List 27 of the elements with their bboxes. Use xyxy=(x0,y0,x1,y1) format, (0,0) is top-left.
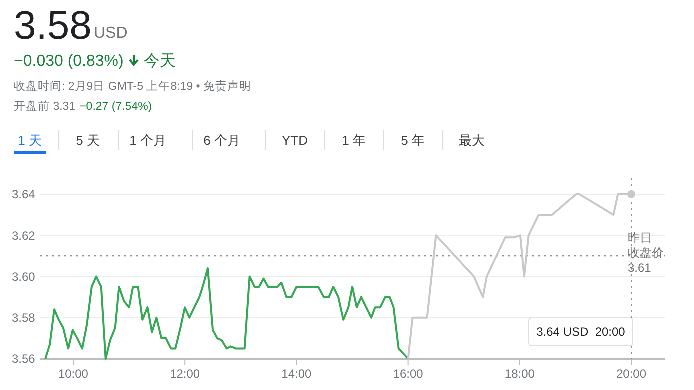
y-tick-label: 3.60 xyxy=(12,270,36,284)
text: 1 年 xyxy=(342,133,366,148)
text: −0.27 (7.54%) xyxy=(80,101,152,113)
text: 1 天 xyxy=(18,133,42,148)
text: 收盘时间: 2月9日 GMT-5 上午8:19 • 免责声明 xyxy=(14,80,252,93)
text: 开盘前 3.31 xyxy=(14,101,76,113)
y-tick-label: 3.64 xyxy=(12,188,36,202)
x-tick-label: 12:00 xyxy=(170,367,200,381)
text: 6 个月 xyxy=(204,133,240,148)
y-tick-label: 3.62 xyxy=(12,228,36,243)
chart-subtitle: USD xyxy=(94,25,128,42)
text: 5 天 xyxy=(76,133,100,148)
x-tick-label: 10:00 xyxy=(58,367,89,381)
x-tick-label: 14:00 xyxy=(282,367,312,381)
text: 5 年 xyxy=(401,133,425,148)
annotation: 3.64 USD 20:00 xyxy=(536,325,626,339)
y-tick-label: 3.56 xyxy=(12,352,36,366)
text: 最大 xyxy=(459,133,485,148)
text: YTD xyxy=(282,133,308,148)
text: −0.030 (0.83%) xyxy=(14,53,124,70)
text: 1 个月 xyxy=(130,133,166,148)
y-tick-label: 3.58 xyxy=(12,311,36,326)
x-tick-label: 16:00 xyxy=(393,367,424,381)
x-tick-label: 18:00 xyxy=(504,367,536,381)
text: 今天 xyxy=(144,53,176,70)
line-series xyxy=(44,268,410,360)
x-tick-label: 20:00 xyxy=(616,367,647,381)
